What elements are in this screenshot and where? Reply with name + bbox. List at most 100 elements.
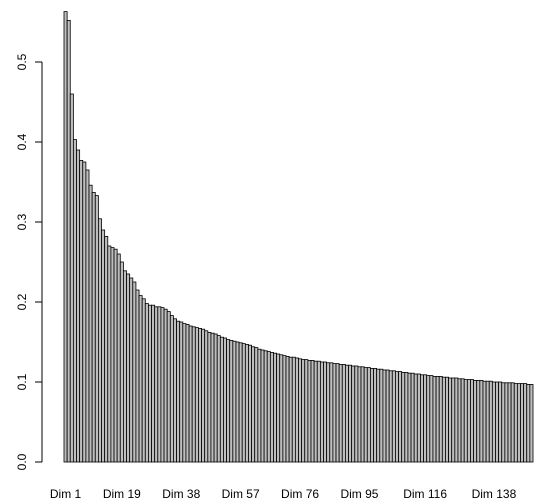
bar xyxy=(476,379,481,463)
bar xyxy=(169,315,174,463)
y-tick-label: 0.2 xyxy=(15,293,29,310)
bar xyxy=(219,336,224,463)
bar xyxy=(479,379,484,463)
bar xyxy=(357,366,362,463)
bar xyxy=(191,326,196,463)
bar xyxy=(366,367,371,463)
bar xyxy=(66,19,71,463)
bar xyxy=(348,364,353,463)
bar xyxy=(185,323,190,463)
bar xyxy=(332,363,337,463)
bar xyxy=(276,353,281,463)
bar xyxy=(213,333,218,463)
bar xyxy=(194,327,199,463)
bar xyxy=(88,184,93,463)
bar xyxy=(435,375,440,463)
bar xyxy=(341,363,346,463)
bar xyxy=(294,357,299,463)
bar xyxy=(135,289,140,463)
bar xyxy=(319,361,324,463)
bar xyxy=(141,298,146,463)
bar xyxy=(323,361,328,463)
bar xyxy=(72,139,77,463)
bar xyxy=(148,304,152,463)
bar xyxy=(310,359,315,463)
bar xyxy=(463,379,468,463)
bar xyxy=(260,349,265,463)
bar xyxy=(113,248,118,463)
bar xyxy=(166,311,171,463)
bar xyxy=(416,373,421,463)
bar xyxy=(97,218,102,463)
bar xyxy=(388,370,393,463)
bar xyxy=(370,367,374,463)
bar xyxy=(385,369,390,463)
bar xyxy=(498,381,503,463)
bar xyxy=(398,371,403,463)
bar xyxy=(216,335,221,463)
bar xyxy=(94,195,99,463)
bar xyxy=(520,383,525,463)
bar xyxy=(123,270,127,463)
bar xyxy=(254,347,259,463)
y-tick-label: 0.1 xyxy=(15,373,29,390)
bar xyxy=(251,346,256,463)
bar xyxy=(526,383,531,463)
bar xyxy=(235,341,240,463)
bar xyxy=(223,337,227,463)
bar xyxy=(116,253,121,463)
bar xyxy=(401,371,406,463)
bar xyxy=(501,382,506,463)
bar xyxy=(101,229,106,463)
bar xyxy=(473,379,478,463)
bar xyxy=(244,343,249,463)
bar xyxy=(304,359,309,463)
bar xyxy=(344,364,349,463)
bar xyxy=(279,354,284,463)
y-tick-label: 0.0 xyxy=(15,453,29,470)
bar xyxy=(407,372,412,463)
bar xyxy=(154,306,159,463)
bar xyxy=(426,375,431,463)
bar xyxy=(273,352,278,463)
bar xyxy=(438,375,443,463)
bar xyxy=(523,383,528,463)
bar xyxy=(151,304,156,463)
y-tick-label: 0.5 xyxy=(15,53,29,70)
y-tick-label: 0.3 xyxy=(15,213,29,230)
bar xyxy=(448,377,453,463)
bar xyxy=(263,350,268,463)
bar xyxy=(307,359,312,463)
bar xyxy=(495,381,500,463)
bar xyxy=(241,343,246,463)
x-axis-labels: Dim 1 Dim 19 Dim 38 Dim 57 Dim 76 Dim 95 Dim 1… xyxy=(50,487,517,501)
bar xyxy=(63,11,68,463)
bar xyxy=(119,261,124,463)
bar xyxy=(238,342,243,463)
bar xyxy=(410,372,415,463)
bar xyxy=(201,328,206,463)
bar xyxy=(466,379,471,463)
bar xyxy=(363,367,368,463)
bar xyxy=(351,365,356,463)
y-tick-label: 0.4 xyxy=(15,133,29,150)
bar xyxy=(138,295,143,463)
bar xyxy=(210,332,215,463)
bar xyxy=(163,308,168,463)
bar xyxy=(182,323,187,463)
bar xyxy=(179,321,184,463)
bar xyxy=(104,235,109,463)
bar xyxy=(316,360,321,463)
bar xyxy=(188,325,193,463)
bar xyxy=(513,383,518,463)
bar xyxy=(257,348,262,463)
bar xyxy=(457,378,462,463)
bar xyxy=(232,340,237,463)
bar xyxy=(420,374,424,463)
bar xyxy=(298,358,303,463)
bar xyxy=(529,383,534,463)
bar xyxy=(144,303,149,463)
bar xyxy=(85,169,90,463)
bar xyxy=(282,355,287,463)
